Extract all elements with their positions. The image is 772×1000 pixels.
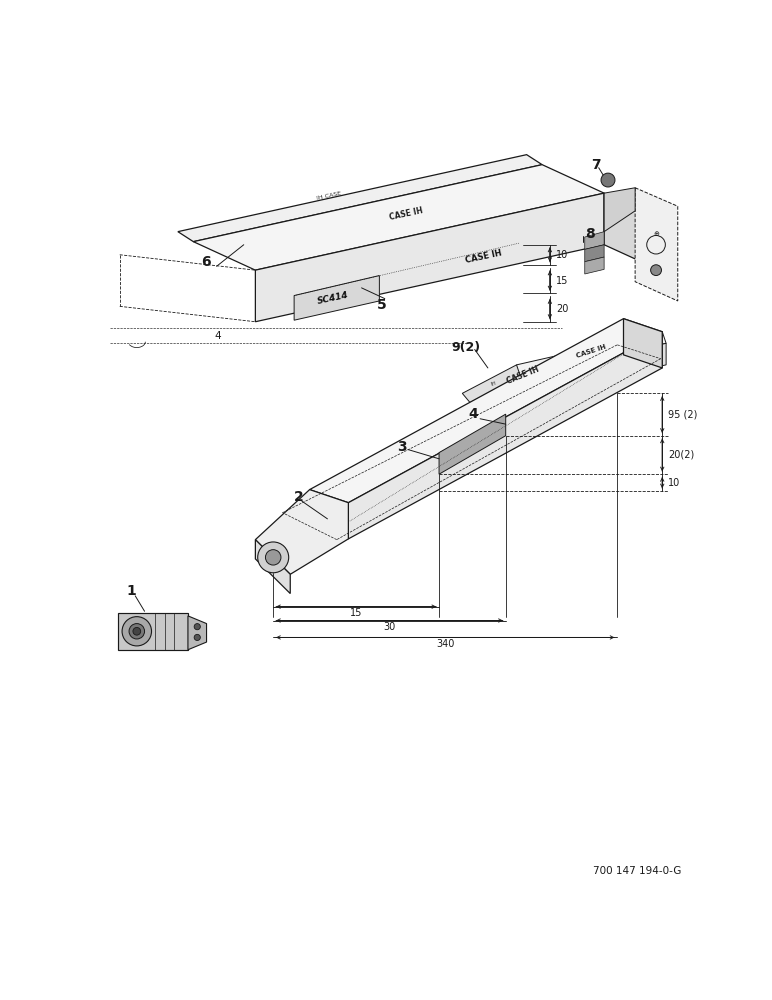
Circle shape xyxy=(601,173,615,187)
Text: ⊕: ⊕ xyxy=(653,231,659,237)
Text: 9(2): 9(2) xyxy=(452,341,481,354)
Text: 20: 20 xyxy=(556,304,568,314)
Text: 2: 2 xyxy=(294,490,304,504)
Polygon shape xyxy=(256,490,348,574)
Text: 15: 15 xyxy=(350,608,362,618)
Polygon shape xyxy=(256,193,604,322)
Polygon shape xyxy=(118,613,188,650)
Polygon shape xyxy=(624,319,662,368)
Polygon shape xyxy=(584,232,604,249)
Text: CASE IH: CASE IH xyxy=(389,206,424,222)
Text: 15: 15 xyxy=(556,276,568,286)
Text: 340: 340 xyxy=(436,639,455,649)
Circle shape xyxy=(122,617,151,646)
Circle shape xyxy=(651,265,662,276)
Polygon shape xyxy=(188,616,207,650)
Text: 4: 4 xyxy=(215,331,221,341)
Text: IH CASE: IH CASE xyxy=(317,190,342,201)
Polygon shape xyxy=(584,245,604,262)
Text: 10: 10 xyxy=(669,478,681,488)
Text: 6: 6 xyxy=(201,255,211,269)
Circle shape xyxy=(266,550,281,565)
Polygon shape xyxy=(604,193,643,262)
Text: CASE IH: CASE IH xyxy=(505,365,540,386)
Text: IH: IH xyxy=(489,380,497,387)
Polygon shape xyxy=(348,332,662,539)
Text: 8: 8 xyxy=(584,227,594,241)
Polygon shape xyxy=(520,343,666,397)
Polygon shape xyxy=(604,188,635,232)
Circle shape xyxy=(194,624,201,630)
Polygon shape xyxy=(439,414,506,474)
Polygon shape xyxy=(635,188,678,301)
Text: 20(2): 20(2) xyxy=(669,450,695,460)
Text: 7: 7 xyxy=(591,158,601,172)
Text: 95 (2): 95 (2) xyxy=(669,410,698,420)
Text: 10: 10 xyxy=(556,250,568,260)
Polygon shape xyxy=(193,165,604,270)
Circle shape xyxy=(133,627,141,635)
Circle shape xyxy=(258,542,289,573)
Polygon shape xyxy=(516,332,666,376)
Text: 3: 3 xyxy=(398,440,407,454)
Text: 1: 1 xyxy=(126,584,136,598)
Polygon shape xyxy=(294,276,379,320)
Text: CASE IH: CASE IH xyxy=(465,249,503,265)
Text: SC414: SC414 xyxy=(317,290,350,306)
Circle shape xyxy=(129,624,144,639)
Polygon shape xyxy=(256,540,290,594)
Text: 4: 4 xyxy=(469,407,478,421)
Text: CASE IH: CASE IH xyxy=(575,343,607,359)
Polygon shape xyxy=(178,155,542,242)
Polygon shape xyxy=(462,365,524,403)
Circle shape xyxy=(194,634,201,641)
Text: 5: 5 xyxy=(377,298,387,312)
Text: 30: 30 xyxy=(384,622,395,632)
Polygon shape xyxy=(310,319,662,503)
Polygon shape xyxy=(584,257,604,274)
Text: 700 147 194-0-G: 700 147 194-0-G xyxy=(593,866,682,876)
